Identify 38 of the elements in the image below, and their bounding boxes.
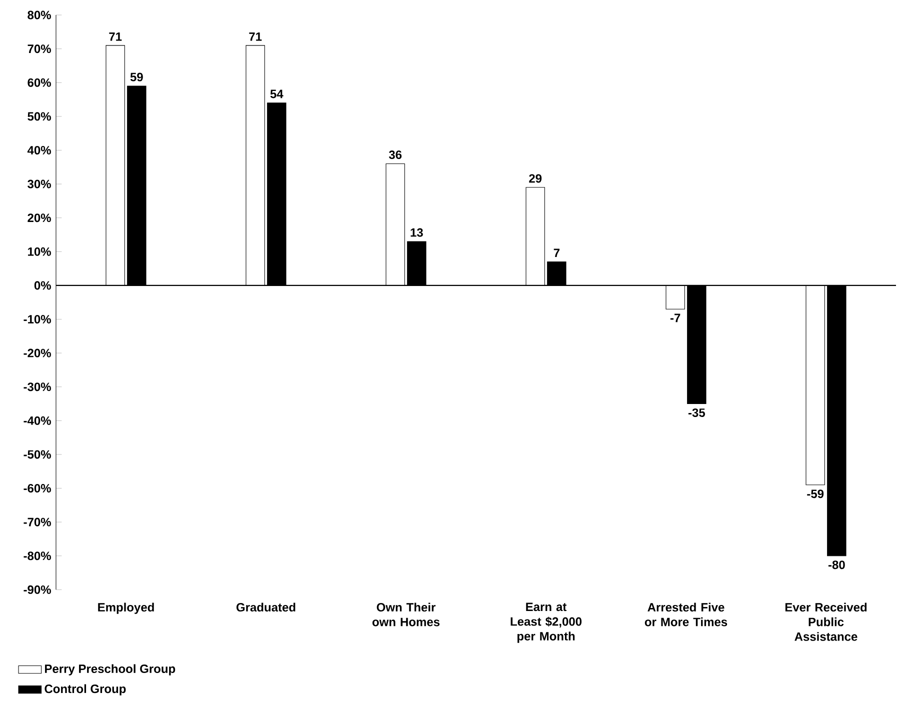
y-tick-label: 0% xyxy=(34,281,51,290)
legend-label: Control Group xyxy=(44,684,126,696)
x-tick-label: Employed xyxy=(98,602,154,614)
x-tick-label: Earn at Least $2,000 per Month xyxy=(510,602,582,643)
x-tick-label: Graduated xyxy=(236,602,296,612)
y-tick-label: -70% xyxy=(24,518,51,526)
data-label: -35 xyxy=(688,408,706,417)
data-label: 13 xyxy=(410,228,423,237)
y-tick-label: 30% xyxy=(28,180,51,188)
y-tick-label: -20% xyxy=(24,348,51,358)
data-label: 36 xyxy=(388,150,402,160)
data-label: -59 xyxy=(807,490,824,498)
y-tick-label: -90% xyxy=(24,585,51,594)
y-tick-label: -10% xyxy=(24,314,51,324)
data-label: 59 xyxy=(130,72,143,82)
legend-label: Perry Preschool Group xyxy=(45,664,176,676)
data-label: 71 xyxy=(109,32,122,41)
y-tick-label: 10% xyxy=(28,247,51,256)
y-tick-label: -80% xyxy=(24,552,51,560)
y-tick-label: -60% xyxy=(24,484,51,493)
y-tick-label: 40% xyxy=(27,146,51,154)
data-label: -80 xyxy=(828,560,845,570)
y-tick-label: 70% xyxy=(28,44,51,54)
y-tick-label: 60% xyxy=(28,78,51,87)
data-label: 71 xyxy=(249,32,262,41)
data-label: -7 xyxy=(670,314,680,322)
x-tick-label: Arrested Five or More Times xyxy=(644,602,728,626)
y-tick-label: -30% xyxy=(24,382,51,392)
y-tick-label: -50% xyxy=(24,450,51,459)
data-label: 7 xyxy=(554,248,560,258)
x-tick-label: Ever Received Public Assistance xyxy=(785,602,867,641)
y-tick-label: 20% xyxy=(28,214,51,222)
y-tick-label: -40% xyxy=(24,416,51,425)
data-label: 54 xyxy=(270,90,284,98)
data-label: 29 xyxy=(529,174,542,183)
y-tick-label: 80% xyxy=(28,10,51,20)
x-tick-label: Own Their own Homes xyxy=(372,602,440,626)
y-tick-label: 50% xyxy=(28,112,51,121)
